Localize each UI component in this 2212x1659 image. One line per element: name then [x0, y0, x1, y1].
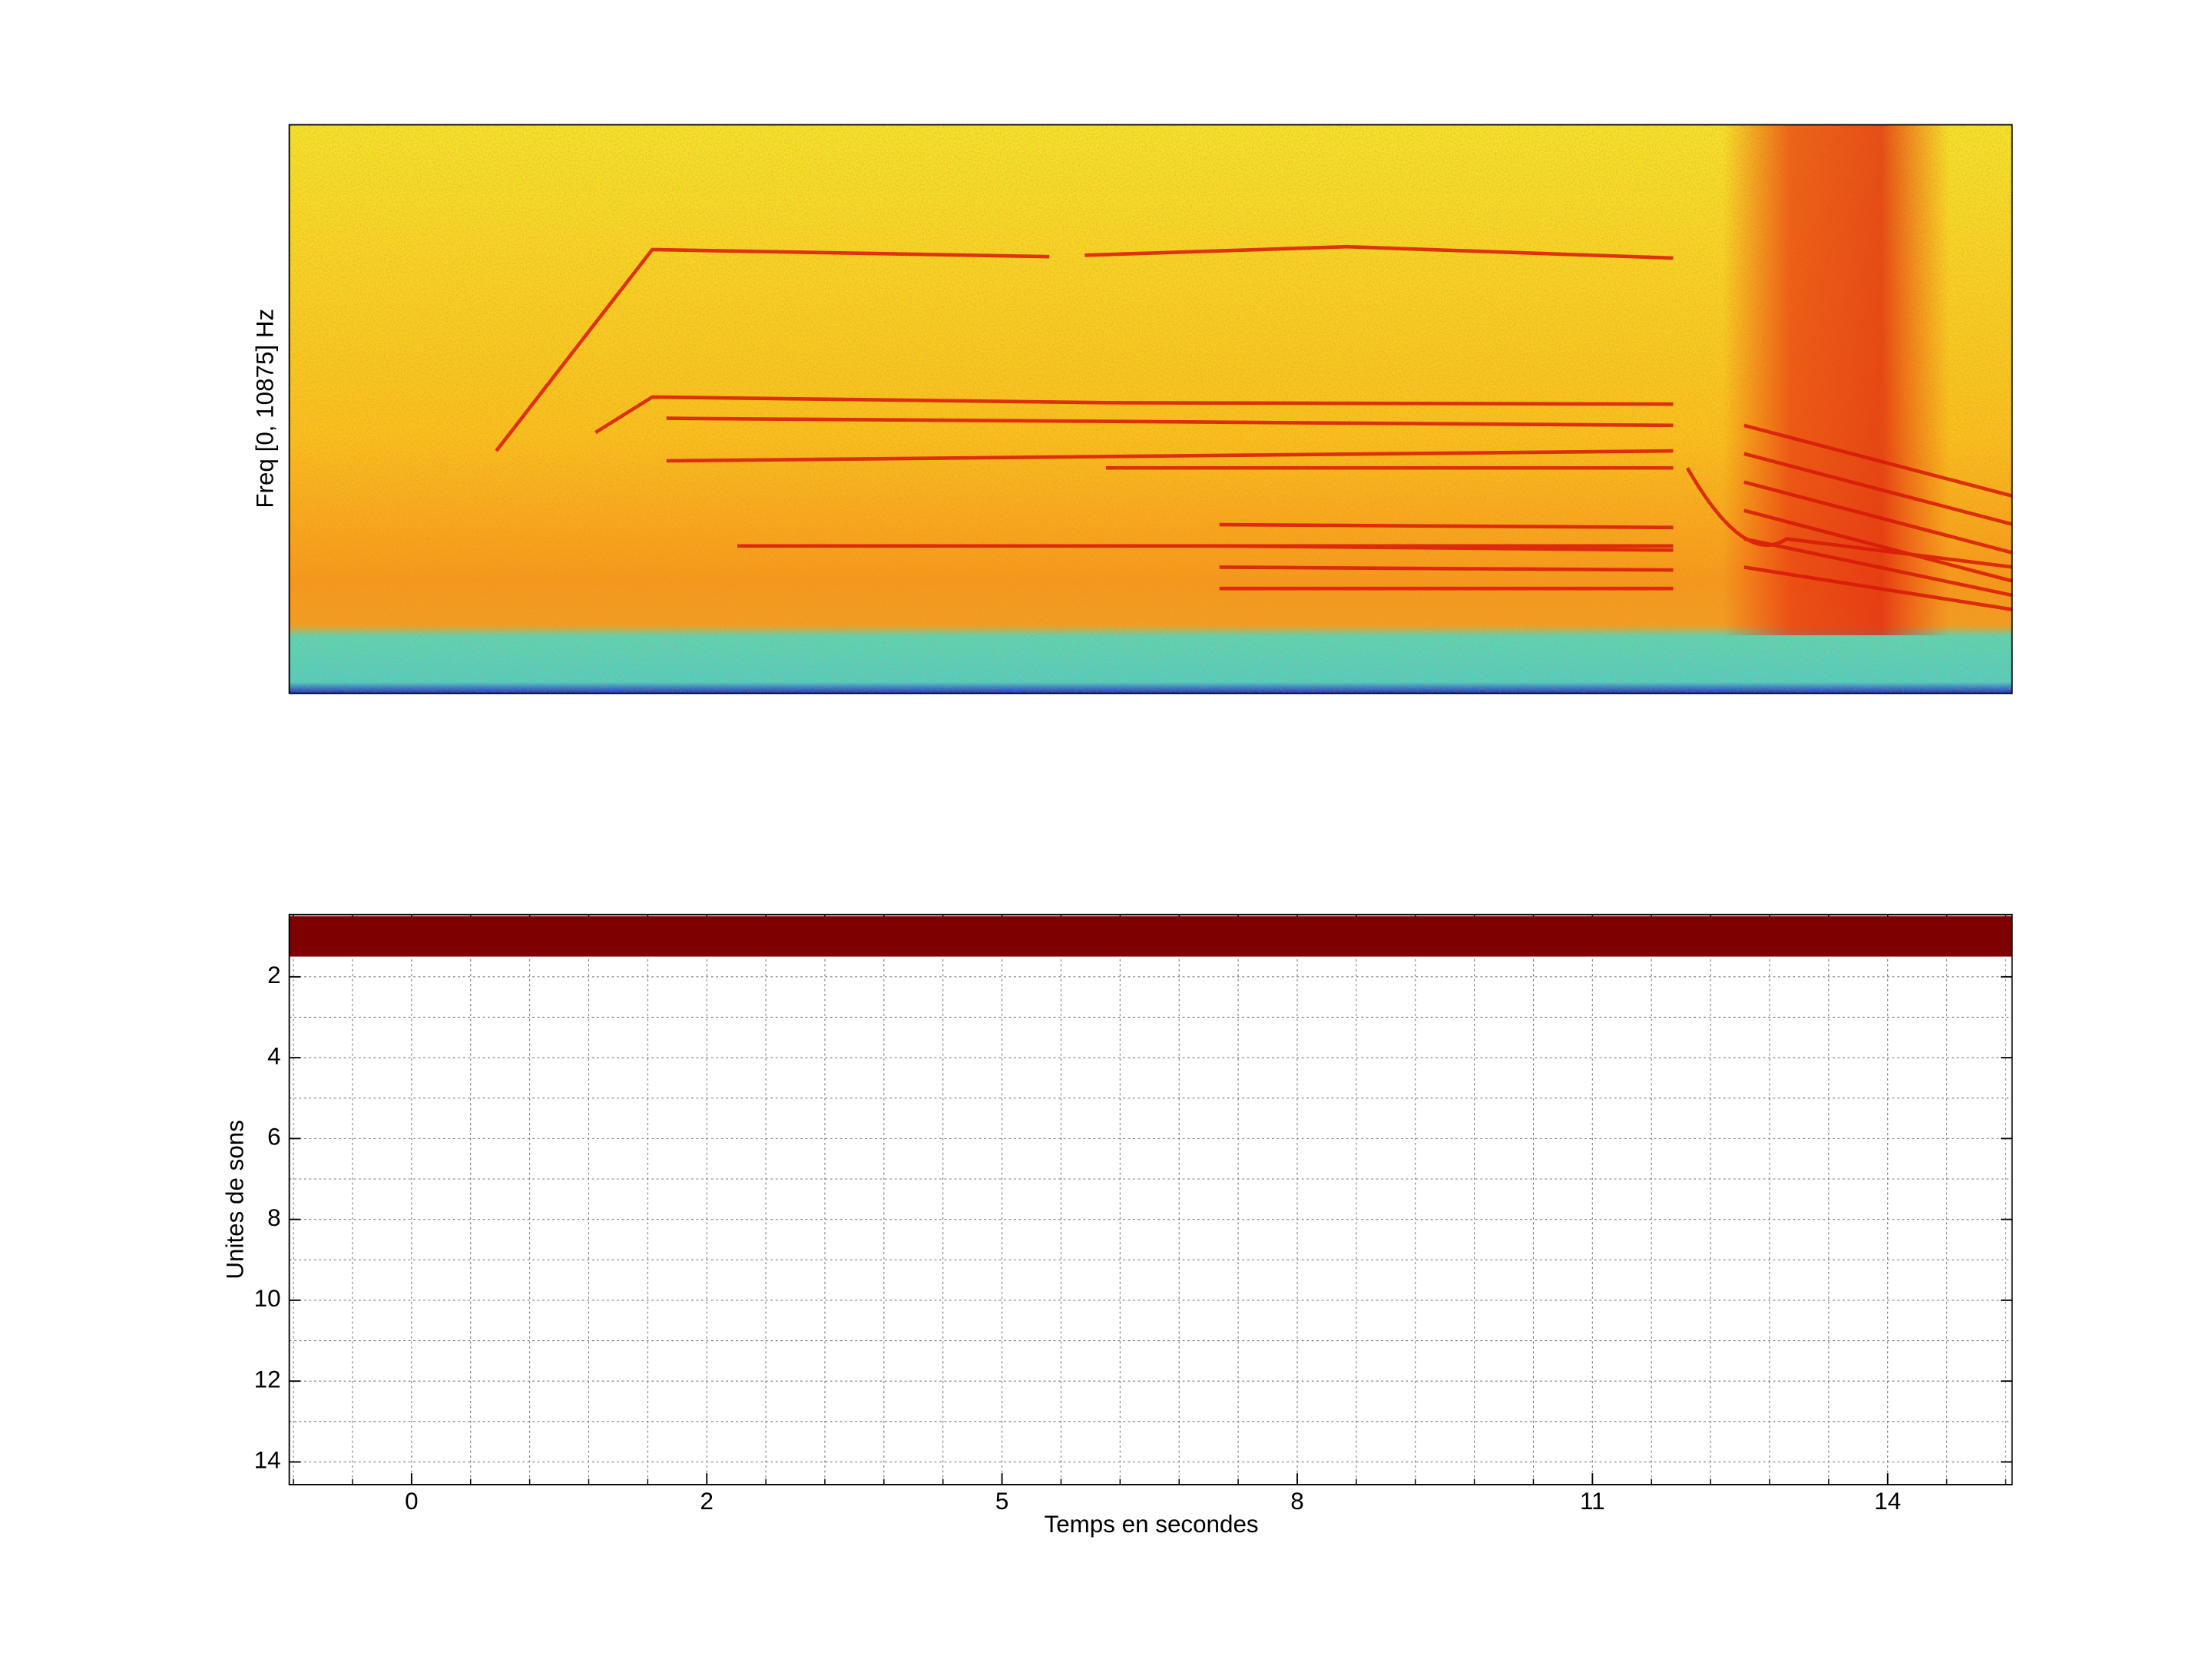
x-axis-label: Temps en secondes	[1045, 1511, 1259, 1538]
y-tick-label: 6	[267, 1124, 280, 1151]
spectrogram	[289, 124, 2012, 694]
x-tick-label: 0	[405, 1488, 418, 1515]
x-tick-label: 2	[700, 1488, 713, 1515]
y-tick-label: 8	[267, 1204, 280, 1231]
y-axis-label: Unites de sons	[222, 1120, 249, 1280]
x-tick-label: 11	[1580, 1488, 1605, 1515]
spectrogram-hot-region	[1723, 124, 1950, 636]
y-tick-label: 10	[254, 1285, 281, 1312]
unit-chart: 0 2 5 8 11 14 2 4 6 8 10 12 14	[254, 914, 2012, 1515]
y-tick-label: 14	[254, 1447, 281, 1474]
x-tick-label: 14	[1874, 1488, 1901, 1515]
unit-chart-frame	[288, 913, 2013, 1485]
y-tick-label: 4	[267, 1042, 280, 1069]
x-tick-label: 8	[1290, 1488, 1303, 1515]
y-tick-label: 2	[267, 962, 280, 988]
y-axis-label: Freq [0, 10875] Hz	[251, 309, 278, 508]
x-tick-label: 5	[995, 1488, 1008, 1515]
unit-row	[289, 916, 2012, 957]
y-tick-label: 12	[254, 1366, 281, 1392]
harmonics	[495, 244, 2012, 611]
spectrogram-frame	[288, 124, 2013, 694]
